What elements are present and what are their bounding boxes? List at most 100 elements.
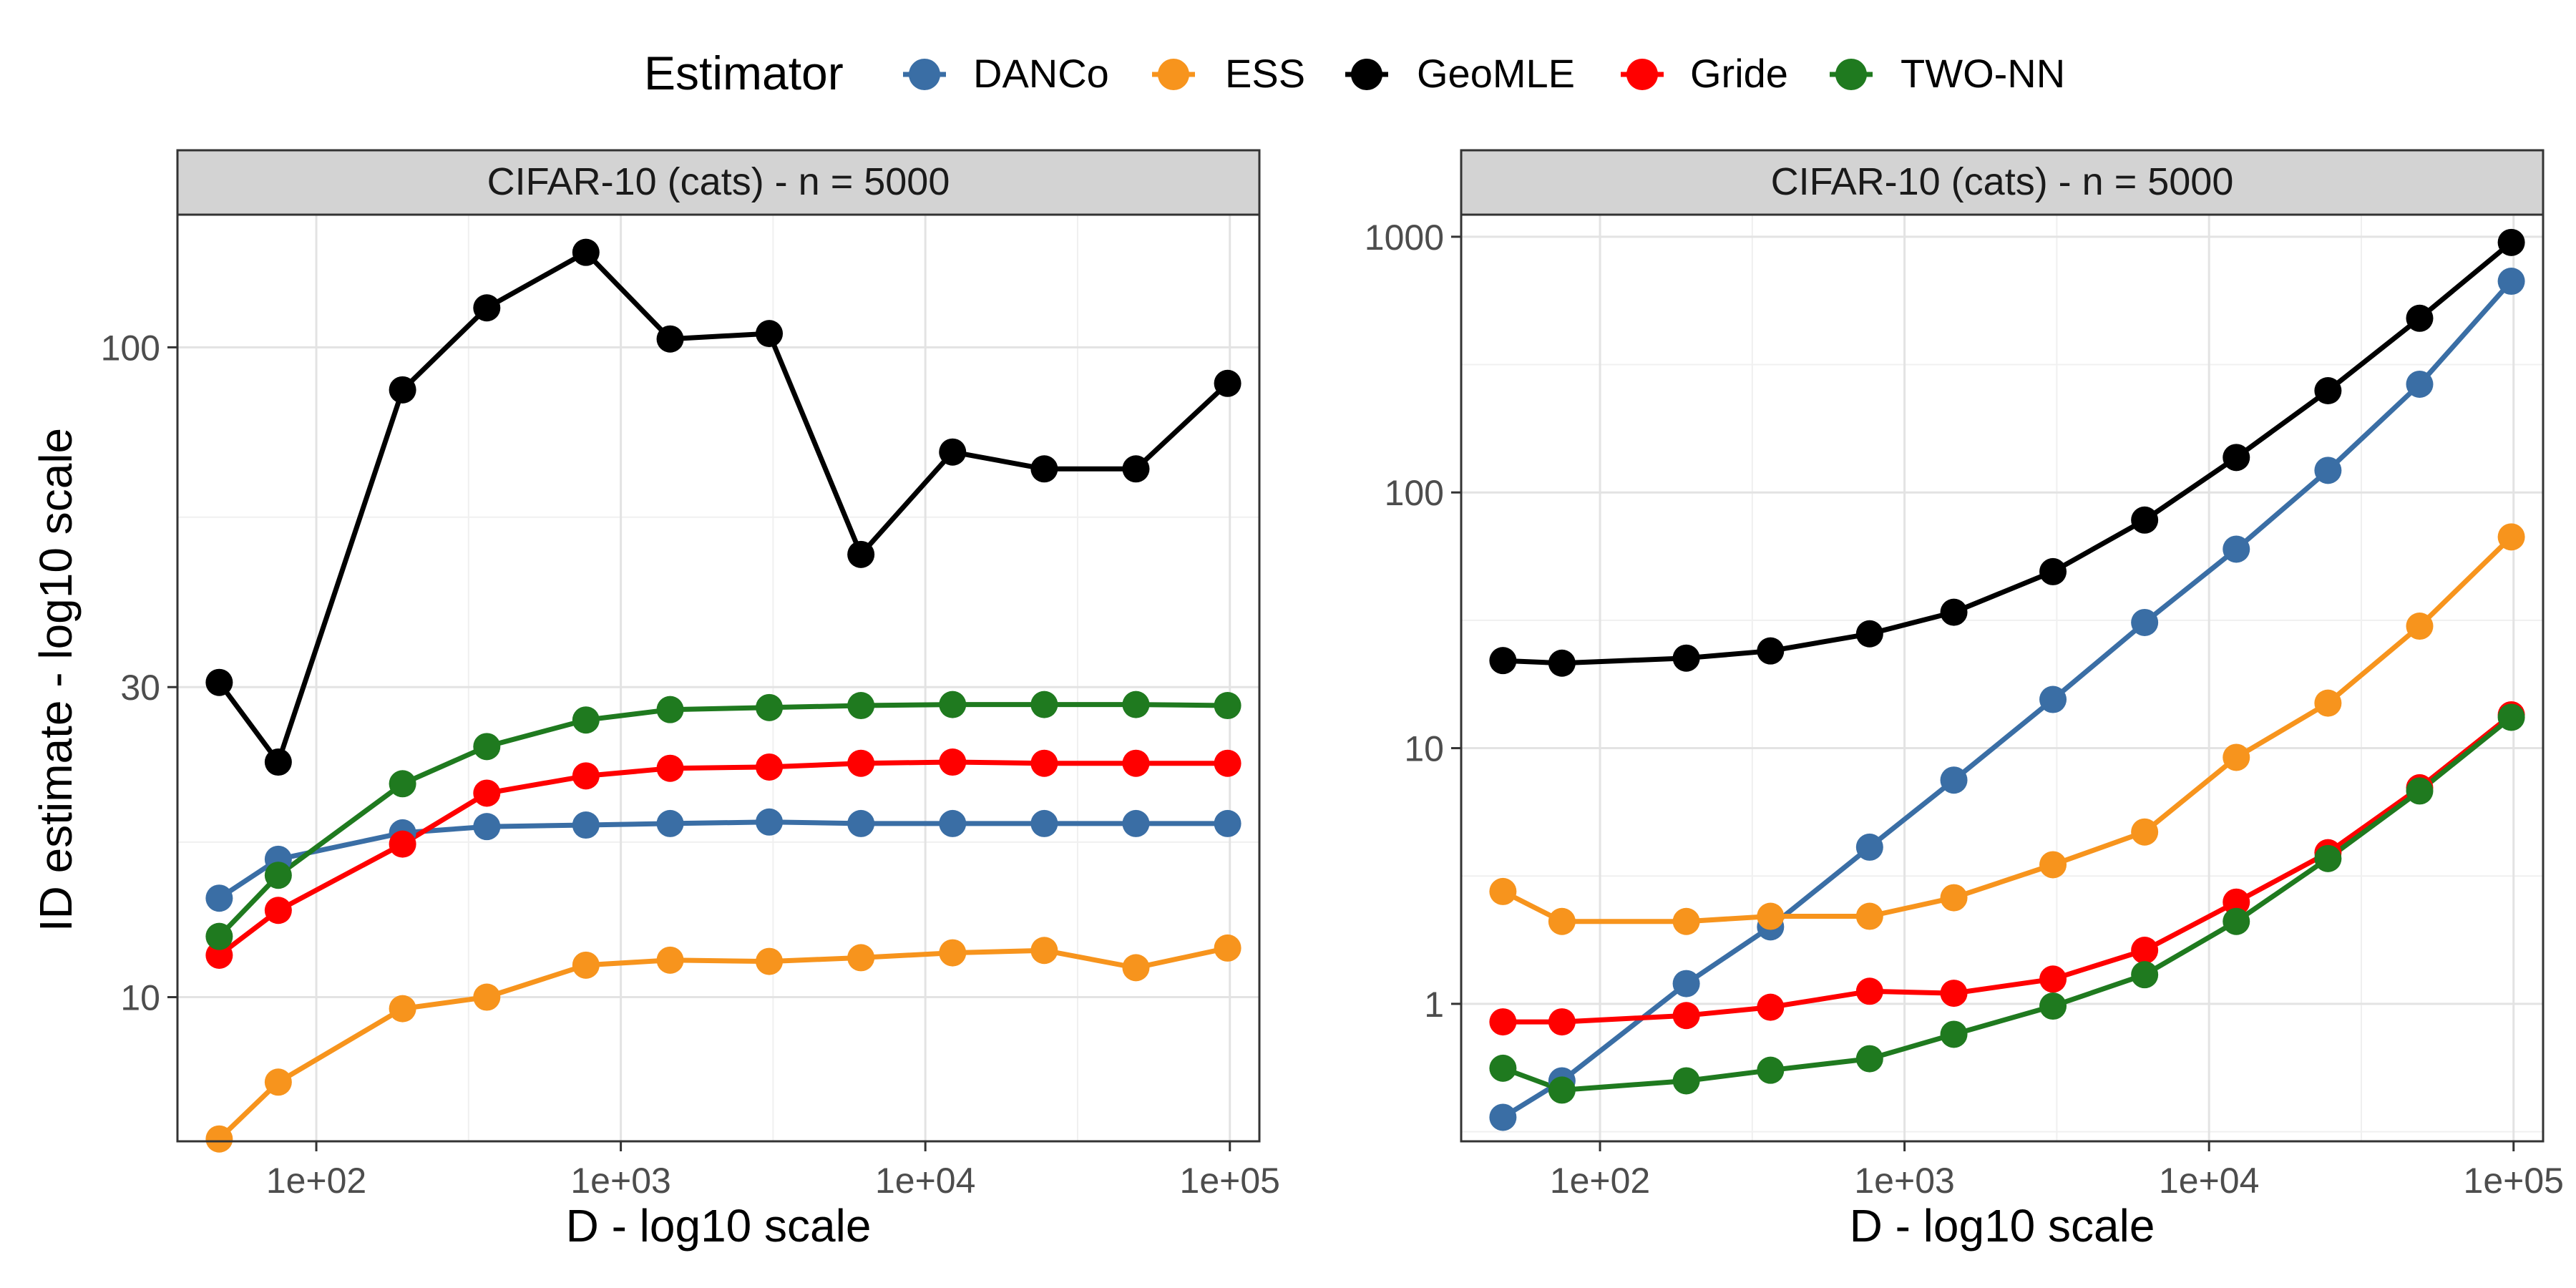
data-point-two-nn bbox=[2223, 907, 2250, 935]
data-point-ess bbox=[1030, 937, 1058, 965]
data-point-two-nn bbox=[2039, 992, 2067, 1020]
data-point-gride bbox=[2131, 937, 2159, 965]
data-point-two-nn bbox=[572, 706, 600, 734]
data-point-two-nn bbox=[205, 922, 233, 950]
legend-item-ess: ESS bbox=[1152, 51, 1305, 96]
x-tick-label: 1e+04 bbox=[2159, 1161, 2259, 1201]
data-point-ess bbox=[1855, 902, 1883, 930]
data-point-geomle bbox=[1940, 598, 1968, 626]
panel-left-axes: 1e+02 1e+03 1e+04 1e+05 10 30 100 bbox=[101, 328, 1280, 1201]
y-tick-label: 1 bbox=[1424, 985, 1444, 1025]
y-tick-label: 10 bbox=[1404, 729, 1444, 769]
data-point-ess bbox=[756, 947, 784, 975]
data-point-geomle bbox=[2039, 557, 2067, 585]
data-point-geomle bbox=[205, 668, 233, 696]
data-point-two-nn bbox=[1122, 691, 1150, 718]
data-point-gride bbox=[847, 749, 875, 777]
panel-right-plot-area bbox=[1461, 215, 2543, 1141]
data-point-geomle bbox=[1757, 637, 1785, 665]
panel-left-border bbox=[176, 213, 1261, 1143]
panel-right-data bbox=[1489, 228, 2525, 1131]
data-point-danco bbox=[939, 809, 967, 837]
series-line-geomle bbox=[1500, 240, 2514, 666]
data-point-gride bbox=[1757, 993, 1785, 1021]
data-point-danco bbox=[2131, 608, 2159, 636]
data-point-two-nn bbox=[2497, 703, 2525, 731]
data-point-gride bbox=[2223, 888, 2250, 916]
data-point-geomle bbox=[2406, 304, 2434, 332]
panel-right-strip bbox=[1460, 149, 2545, 216]
data-point-geomle bbox=[656, 325, 684, 353]
data-point-danco bbox=[1672, 970, 1700, 997]
legend-item-gride: Gride bbox=[1621, 51, 1788, 96]
data-point-danco bbox=[572, 811, 600, 839]
data-point-gride bbox=[1214, 749, 1241, 777]
data-point-gride bbox=[572, 762, 600, 790]
data-point-gride bbox=[656, 754, 684, 782]
data-point-ess bbox=[2039, 851, 2067, 879]
data-point-gride bbox=[1489, 1008, 1517, 1036]
panel-left-grid bbox=[177, 215, 1259, 1141]
data-point-gride bbox=[2039, 965, 2067, 993]
panel-left-x-axis-label: D - log10 scale bbox=[566, 1200, 872, 1252]
data-point-danco bbox=[847, 809, 875, 837]
data-point-gride bbox=[205, 941, 233, 969]
panel-right-border bbox=[1460, 213, 2545, 1143]
data-point-ess bbox=[847, 944, 875, 972]
data-point-two-nn bbox=[1855, 1045, 1883, 1073]
data-point-geomle bbox=[2223, 444, 2250, 472]
data-point-gride bbox=[1030, 749, 1058, 777]
data-point-gride bbox=[1672, 1002, 1700, 1030]
data-point-geomle bbox=[473, 294, 501, 322]
data-point-ess bbox=[1672, 907, 1700, 935]
data-point-ess bbox=[2406, 613, 2434, 640]
panel-right-title: CIFAR-10 (cats) - n = 5000 bbox=[1771, 160, 2234, 203]
data-point-two-nn bbox=[2406, 777, 2434, 805]
legend-key-point bbox=[909, 59, 940, 90]
data-point-danco bbox=[2314, 457, 2342, 484]
data-point-geomle bbox=[389, 376, 416, 404]
data-point-two-nn bbox=[656, 696, 684, 723]
panel-left-strip bbox=[176, 149, 1261, 216]
data-point-danco bbox=[656, 809, 684, 837]
data-point-ess bbox=[473, 983, 501, 1011]
legend-label-danco: DANCo bbox=[973, 51, 1109, 96]
legend: Estimator DANCo ESS GeoMLE Gride TWO-NN bbox=[644, 47, 2065, 99]
data-point-geomle bbox=[1030, 455, 1058, 483]
data-point-ess bbox=[389, 995, 416, 1023]
data-point-ess bbox=[1940, 884, 1968, 912]
data-point-geomle bbox=[264, 748, 292, 776]
y-tick-label: 1000 bbox=[1365, 218, 1444, 258]
data-point-geomle bbox=[1855, 620, 1883, 648]
x-tick-label: 1e+05 bbox=[1180, 1161, 1280, 1201]
panel-left-title: CIFAR-10 (cats) - n = 5000 bbox=[487, 160, 950, 203]
series-line-ess bbox=[1500, 534, 2514, 924]
data-point-ess bbox=[2131, 818, 2159, 846]
data-point-ess bbox=[2314, 689, 2342, 717]
series-line-gride bbox=[1500, 712, 2514, 1025]
data-point-geomle bbox=[1122, 455, 1150, 483]
data-point-danco bbox=[756, 808, 784, 836]
x-tick-label: 1e+05 bbox=[2464, 1161, 2564, 1201]
data-point-two-nn bbox=[2131, 961, 2159, 989]
x-tick-label: 1e+03 bbox=[1854, 1161, 1954, 1201]
panel-right-x-axis-label: D - log10 scale bbox=[1850, 1200, 2155, 1252]
data-point-danco bbox=[1030, 809, 1058, 837]
data-point-danco bbox=[205, 884, 233, 912]
data-point-gride bbox=[756, 753, 784, 781]
data-point-geomle bbox=[939, 438, 967, 466]
panel-right: CIFAR-10 (cats) - n = 5000 1e+02 1e+03 1e+… bbox=[1365, 149, 2564, 1252]
data-point-ess bbox=[264, 1068, 292, 1096]
data-point-geomle bbox=[1672, 644, 1700, 672]
legend-key-point bbox=[1158, 59, 1189, 90]
legend-item-danco: DANCo bbox=[903, 51, 1109, 96]
data-point-ess bbox=[939, 939, 967, 967]
data-point-danco bbox=[2497, 268, 2525, 296]
panel-left-plot-area bbox=[177, 215, 1259, 1141]
data-point-two-nn bbox=[2314, 844, 2342, 872]
data-point-ess bbox=[2497, 523, 2525, 551]
data-point-danco bbox=[1855, 833, 1883, 861]
data-point-ess bbox=[2223, 743, 2250, 771]
data-point-geomle bbox=[1214, 369, 1241, 397]
